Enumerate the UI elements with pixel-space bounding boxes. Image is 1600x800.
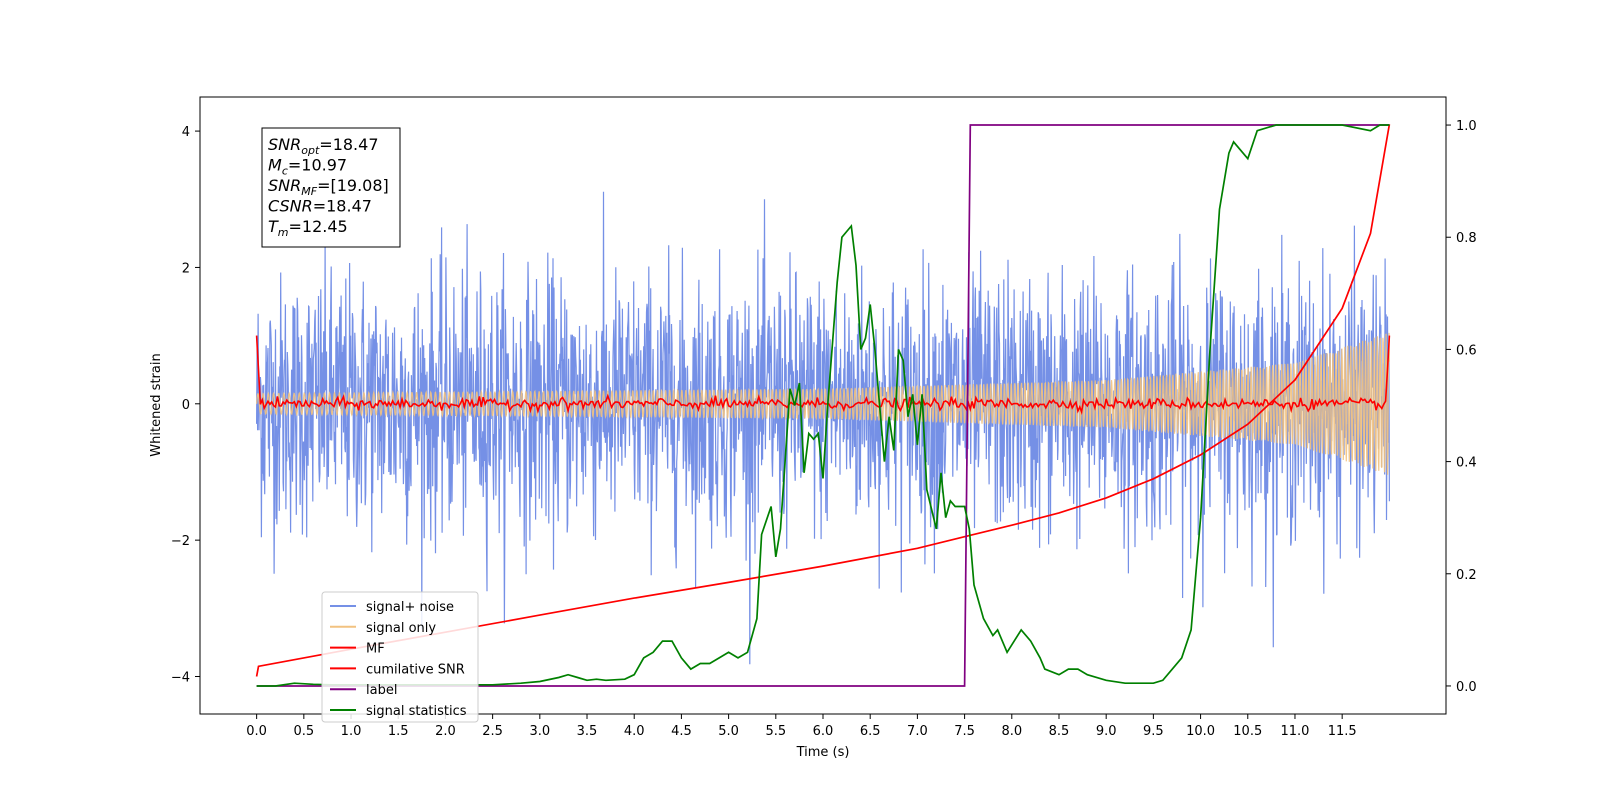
y-axis-left: 4 2 0 −2 −4: [171, 125, 200, 686]
x-tick-label: 0.0: [246, 724, 267, 739]
x-tick-label: 1.0: [341, 724, 362, 739]
x-tick-label: 5.5: [765, 724, 786, 739]
y-right-tick-label: 0.2: [1456, 568, 1477, 583]
legend-label: signal+ noise: [366, 600, 454, 615]
x-tick-label: 6.5: [860, 724, 881, 739]
x-tick-label: 6.0: [813, 724, 834, 739]
x-tick-label: 3.5: [577, 724, 598, 739]
legend-label: MF: [366, 642, 385, 657]
series-signal-statistics: [256, 124, 1390, 687]
legend-label: cumilative SNR: [366, 662, 465, 677]
legend-items: signal+ noise signal only MF cumilative SNR…: [330, 600, 467, 719]
info-box-line: SNRopt=18.47: [268, 135, 379, 157]
x-tick-label: 4.0: [624, 724, 645, 739]
info-box-line: CSNR=18.47: [268, 197, 372, 216]
y-tick-label: 0: [182, 398, 190, 413]
x-tick-label: 8.5: [1049, 724, 1070, 739]
series-mf: [255, 335, 1391, 416]
series-signal-only: [256, 332, 1390, 475]
info-box: SNRopt=18.47Mc=10.97SNRMF=[19.08]CSNR=18…: [261, 127, 401, 248]
x-tick-label: 7.5: [954, 724, 975, 739]
y-right-tick-label: 0.6: [1456, 343, 1477, 358]
legend-label: signal only: [366, 621, 436, 636]
x-tick-label: 1.5: [388, 724, 409, 739]
x-axis-label: Time (s): [796, 745, 850, 760]
x-tick-label: 3.0: [529, 724, 550, 739]
legend-frame: [321, 591, 479, 723]
info-box-line: SNRMF=[19.08]: [268, 176, 389, 198]
legend-label: signal statistics: [366, 704, 467, 719]
x-tick-label: 2.0: [435, 724, 456, 739]
y-axis-label: Whitened strain: [149, 353, 164, 456]
x-tick-label: 9.0: [1096, 724, 1117, 739]
x-tick-label: 11.5: [1328, 724, 1357, 739]
y-axis-right: 1.0 0.8 0.6 0.4 0.2 0.0: [1446, 119, 1477, 695]
y-tick-label: 4: [182, 125, 190, 140]
info-box-line: Mc=10.97: [268, 156, 347, 178]
x-tick-label: 10.5: [1233, 724, 1262, 739]
x-tick-label: 8.0: [1001, 724, 1022, 739]
x-tick-label: 2.5: [482, 724, 503, 739]
y-right-tick-label: 0.0: [1456, 680, 1477, 695]
x-tick-label: 4.5: [671, 724, 692, 739]
y-right-tick-label: 1.0: [1456, 119, 1477, 134]
info-box-frame: [261, 127, 401, 248]
info-box-lines: SNRopt=18.47Mc=10.97SNRMF=[19.08]CSNR=18…: [268, 135, 389, 239]
info-box-line: Tm=12.45: [268, 217, 348, 239]
y-tick-label: −2: [171, 534, 190, 549]
series-signal-noise: [256, 191, 1390, 665]
series-label: [256, 124, 1390, 687]
x-tick-label: 9.5: [1143, 724, 1164, 739]
y-right-tick-label: 0.8: [1456, 231, 1477, 246]
x-axis: 0.0 0.5 1.0 1.5 2.0 2.5 3.0 3.5 4.0 4.5 5.0 5.5 6.0 6…: [246, 714, 1357, 739]
y-tick-label: −4: [171, 671, 190, 686]
y-tick-label: 2: [182, 261, 190, 276]
x-tick-label: 0.5: [293, 724, 314, 739]
x-tick-label: 7.0: [907, 724, 928, 739]
y-right-tick-label: 0.4: [1456, 456, 1477, 471]
x-tick-label: 5.0: [718, 724, 739, 739]
legend: signal+ noise signal only MF cumilative SNR…: [321, 591, 479, 723]
x-tick-label: 10.0: [1186, 724, 1215, 739]
x-tick-label: 11.0: [1280, 724, 1309, 739]
legend-label: label: [366, 683, 397, 698]
